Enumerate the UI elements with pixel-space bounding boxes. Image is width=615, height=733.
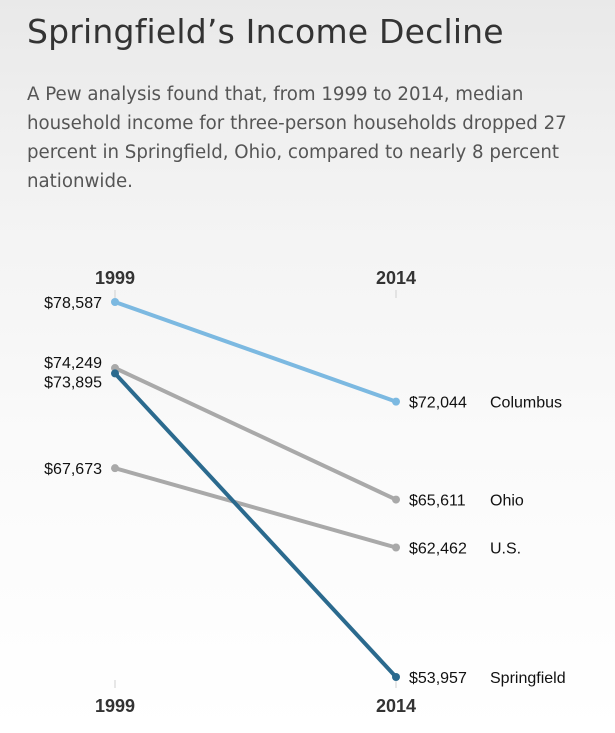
point-1999-u-s	[111, 464, 119, 473]
series-line-u-s	[113, 466, 398, 550]
point-2014-springfield	[392, 673, 400, 681]
end-value-label-columbus: $72,044	[409, 395, 467, 412]
series-name-label-ohio: Ohio	[490, 493, 524, 510]
point-2014-columbus	[392, 397, 400, 406]
point-1999-columbus	[111, 298, 119, 306]
chart-subtitle: A Pew analysis found that, from 1999 to …	[27, 84, 567, 192]
end-value-label-u-s: $62,462	[409, 541, 467, 558]
year-2014-bottom-label: 2014	[376, 696, 416, 716]
point-2014-u-s	[392, 543, 400, 552]
start-value-label-u-s: $67,673	[44, 461, 102, 478]
year-2014-top-label: 2014	[376, 268, 416, 288]
chart-title: Springfield’s Income Decline	[27, 12, 504, 51]
series-name-label-columbus: Columbus	[490, 395, 562, 412]
start-value-label-columbus: $78,587	[44, 295, 102, 312]
start-value-label-springfield: $73,895	[44, 374, 102, 391]
series-line-columbus	[113, 300, 398, 404]
start-value-label-ohio: $74,249	[44, 355, 102, 372]
end-value-label-ohio: $65,611	[409, 493, 466, 510]
end-value-label-springfield: $53,957	[409, 670, 467, 687]
series-line-ohio	[113, 366, 398, 502]
series-name-label-springfield: Springfield	[490, 670, 566, 687]
point-2014-ohio	[392, 495, 400, 504]
point-1999-springfield	[111, 369, 119, 378]
series-name-label-u-s: U.S.	[490, 541, 521, 558]
series-line-springfield	[113, 371, 398, 679]
year-1999-top-label: 1999	[95, 268, 135, 288]
year-1999-bottom-label: 1999	[95, 696, 135, 716]
